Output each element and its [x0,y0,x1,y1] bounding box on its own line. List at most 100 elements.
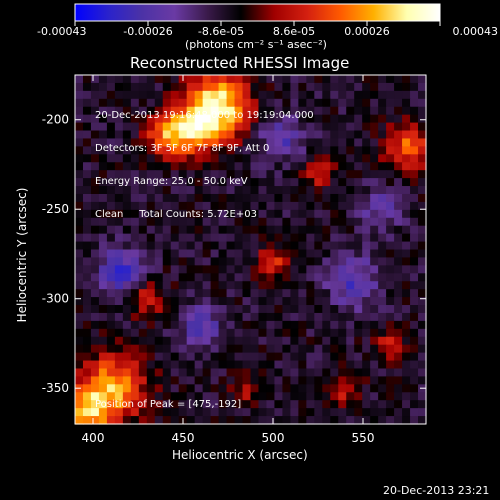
heatmap-cell [266,106,276,116]
heatmap-cell [194,82,204,92]
heatmap-cell [210,257,220,266]
heatmap-cell [226,138,236,147]
heatmap-cell [370,146,379,155]
heatmap-cell [98,297,108,306]
heatmap-cell [98,249,108,259]
heatmap-cell [162,225,172,235]
heatmap-cell [154,312,164,322]
heatmap-cell [250,368,260,378]
heatmap-cell [354,98,363,108]
heatmap-cell [154,305,164,314]
heatmap-cell [306,233,315,243]
heatmap-cell [242,146,252,155]
heatmap-cell [210,241,220,251]
heatmap-cell [242,201,252,211]
heatmap-cell [330,289,339,298]
heatmap-cell [322,225,331,235]
heatmap-cell [114,186,124,195]
heatmap-cell [106,233,116,243]
heatmap-cell [386,305,395,314]
heatmap-cell [402,273,411,282]
heatmap-cell [178,344,188,354]
heatmap-cell [338,90,347,100]
heatmap-cell [202,336,212,346]
heatmap-cell [122,170,132,179]
heatmap-cell [370,416,379,425]
heatmap-cell [282,114,291,124]
heatmap-cell [210,249,220,259]
heatmap-cell [218,233,228,243]
heatmap-cell [234,146,244,155]
heatmap-cell [82,336,92,346]
heatmap-cell [90,312,100,322]
heatmap-cell [210,217,220,227]
heatmap-cell [98,336,108,346]
heatmap-cell [170,75,180,84]
heatmap-cell [394,281,403,290]
heatmap-cell [75,98,84,108]
heatmap-cell [202,344,212,354]
heatmap-cell [130,368,140,378]
heatmap-cell [234,392,244,401]
heatmap-cell [234,170,244,179]
heatmap-cell [98,186,108,195]
heatmap-cell [418,281,427,290]
heatmap-cell [98,289,108,298]
heatmap-cell [394,328,403,338]
heatmap-cell [234,297,244,306]
heatmap-cell [282,400,291,409]
heatmap-cell [410,146,419,155]
heatmap-cell [362,75,371,84]
heatmap-cell [106,328,116,338]
heatmap-cell [418,82,427,92]
heatmap-cell [378,114,387,124]
heatmap-cell [354,106,363,116]
heatmap-cell [330,186,339,195]
heatmap-cell [418,392,427,401]
heatmap-cell [234,320,244,330]
heatmap-cell [386,344,395,354]
heatmap-cell [322,265,331,274]
heatmap-cell [226,209,236,219]
heatmap-cell [146,328,156,338]
heatmap-cell [146,154,156,163]
heatmap-cell [322,352,331,362]
heatmap-cell [298,336,307,346]
heatmap-cell [218,154,228,163]
heatmap-cell [122,217,132,227]
heatmap-cell [218,281,228,290]
heatmap-cell [106,193,116,203]
heatmap-cell [322,344,331,354]
heatmap-cell [194,320,204,330]
heatmap-cell [402,281,411,290]
heatmap-cell [314,360,323,370]
heatmap-cell [162,170,172,179]
heatmap-cell [370,114,379,124]
heatmap-cell [242,130,252,140]
heatmap-cell [290,312,299,322]
heatmap-cell [418,265,427,274]
heatmap-cell [274,106,284,116]
y-axis-label: Heliocentric Y (arcsec) [15,187,29,323]
heatmap-cell [354,122,363,132]
heatmap-cell [250,320,260,330]
y-tick-label: -200 [42,113,69,127]
heatmap-cell [210,82,220,92]
annotation-peak: Position of Peak = [475,-192] [95,399,242,410]
heatmap-cell [178,352,188,362]
heatmap-cell [274,122,284,132]
heatmap-cell [162,257,172,266]
heatmap-cell [114,178,124,187]
heatmap-cell [362,201,371,211]
heatmap-cell [298,312,307,322]
heatmap-cell [178,289,188,298]
heatmap-cell [378,344,387,354]
heatmap-cell [298,265,307,274]
heatmap-cell [298,416,307,425]
heatmap-cell [162,408,172,417]
heatmap-cell [114,82,124,92]
heatmap-cell [410,305,419,314]
heatmap-cell [410,106,419,116]
heatmap-cell [122,376,132,385]
heatmap-cell [122,344,132,354]
